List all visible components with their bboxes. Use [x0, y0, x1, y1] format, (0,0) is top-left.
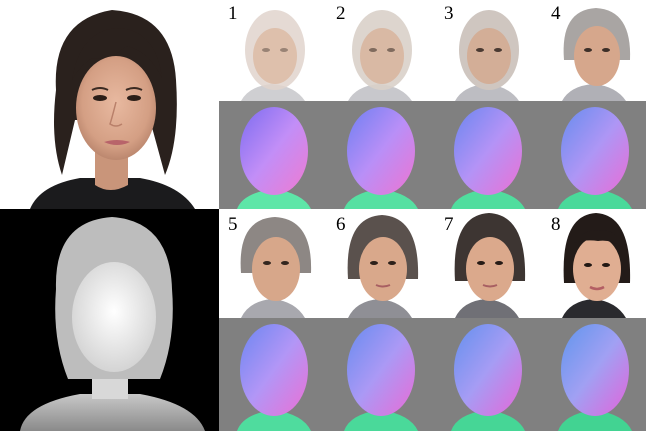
reconstruction-rgb-3 [433, 0, 540, 101]
step-label-5: 5 [228, 214, 238, 235]
reconstruction-normal-1 [219, 101, 326, 209]
depth-map-image [0, 209, 219, 431]
reconstruction-rgb-2 [326, 0, 433, 101]
reconstruction-rgb-5 [219, 209, 326, 318]
reconstruction-rgb-4 [540, 0, 646, 101]
reconstruction-normal-5 [219, 318, 326, 431]
reconstruction-rgb-8 [540, 209, 646, 318]
step-label-7: 7 [444, 214, 454, 235]
step-label-8: 8 [551, 214, 561, 235]
step-label-6: 6 [336, 214, 346, 235]
reconstruction-rgb-7 [433, 209, 540, 318]
step-label-3: 3 [444, 3, 454, 24]
input-portrait-photo [0, 0, 219, 209]
reconstruction-normal-4 [540, 101, 646, 209]
reconstruction-rgb-1 [219, 0, 326, 101]
reconstruction-normal-2 [326, 101, 433, 209]
reconstruction-rgb-6 [326, 209, 433, 318]
step-label-1: 1 [228, 3, 238, 24]
reconstruction-normal-7 [433, 318, 540, 431]
reconstruction-normal-6 [326, 318, 433, 431]
reconstruction-normal-8 [540, 318, 646, 431]
step-label-2: 2 [336, 3, 346, 24]
step-label-4: 4 [551, 3, 561, 24]
reconstruction-normal-3 [433, 101, 540, 209]
